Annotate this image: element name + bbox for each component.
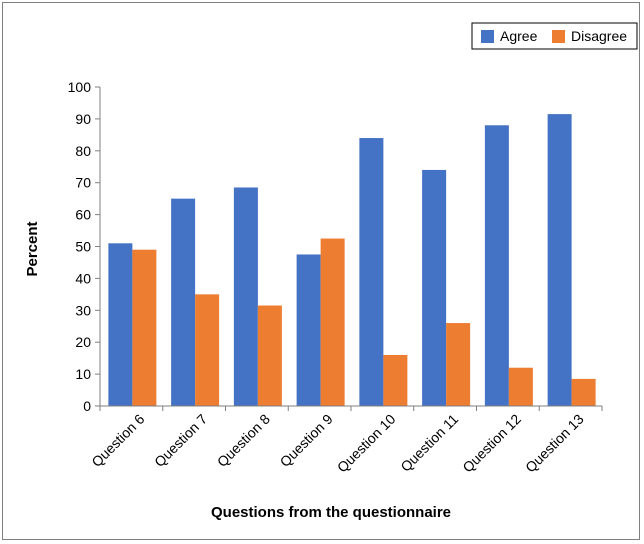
bar-disagree-6 (446, 323, 471, 406)
bar-agree-1 (108, 243, 133, 406)
x-tick-label: Question 8 (214, 411, 273, 470)
y-tick-label: 100 (68, 79, 92, 95)
y-tick-label: 60 (75, 207, 91, 223)
x-tick-label: Question 13 (522, 411, 587, 476)
y-tick-label: 50 (75, 239, 91, 255)
bar-agree-5 (359, 138, 384, 407)
bar-disagree-4 (320, 238, 345, 406)
bar-agree-8 (547, 114, 572, 407)
bar-agree-6 (422, 169, 447, 406)
bar-chart: Agree Disagree 0 10 20 30 40 50 60 70 80 90 100 Ques… (24, 22, 638, 521)
bar-agree-7 (484, 125, 509, 406)
x-tick-label: Question 10 (334, 411, 399, 476)
x-axis-label: Questions from the questionnaire (211, 504, 451, 521)
legend-swatch-agree (481, 30, 494, 43)
y-tick-label: 80 (75, 143, 91, 159)
bar-agree-4 (296, 254, 321, 406)
y-axis-label: Percent (24, 221, 41, 276)
y-tick-label: 90 (75, 111, 91, 127)
bar-disagree-7 (508, 367, 533, 406)
legend-label-agree: Agree (500, 28, 538, 44)
chart-frame: Agree Disagree 0 10 20 30 40 50 60 70 80 90 100 Ques… (2, 2, 640, 540)
y-tick-label: 40 (75, 270, 91, 286)
x-tick-label: Question 12 (459, 411, 524, 476)
y-tick-label: 70 (75, 175, 91, 191)
legend-swatch-disagree (552, 30, 565, 43)
y-tick-label: 20 (75, 334, 91, 350)
bar-agree-2 (171, 198, 196, 406)
y-tick-label: 30 (75, 302, 91, 318)
legend-label-disagree: Disagree (571, 28, 627, 44)
bar-agree-3 (233, 187, 258, 406)
x-tick-label: Question 7 (151, 411, 210, 470)
bar-disagree-5 (383, 354, 408, 406)
bar-disagree-3 (257, 305, 282, 406)
x-tick-label: Question 9 (277, 411, 336, 470)
y-tick-label: 0 (83, 398, 91, 414)
bars (108, 114, 596, 407)
x-tick-label: Question 11 (397, 411, 461, 475)
bar-disagree-8 (571, 378, 596, 406)
x-tick-label: Question 6 (88, 411, 147, 470)
legend: Agree Disagree (471, 22, 638, 50)
bar-disagree-2 (195, 294, 220, 406)
bar-disagree-1 (132, 249, 157, 406)
y-tick-label: 10 (75, 366, 91, 382)
